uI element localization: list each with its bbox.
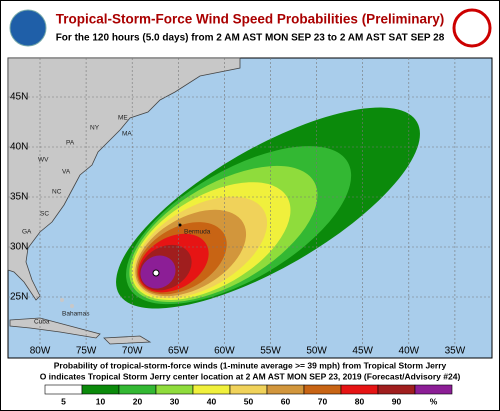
legend-label: % [430,396,438,406]
title: Tropical-Storm-Force Wind Speed Probabil… [56,12,444,27]
storm-center [152,269,160,277]
place-label: SC [40,211,49,218]
place-label: NY [90,125,100,132]
legend-swatch [340,384,379,395]
longitude-label: 40W [399,346,420,357]
subtitle: For the 120 hours (5.0 days) from 2 AM A… [56,33,445,44]
place-label: WV [38,157,49,164]
latitude-label: 30N [10,242,28,253]
place-label: Bahamas [62,311,90,318]
place-label: Bermuda [184,229,211,236]
longitude-label: 45W [352,346,373,357]
grid [8,58,492,346]
cuba [9,317,101,339]
longitude-label: 35W [445,346,466,357]
bahamas-island [60,298,64,302]
probability-swath [116,107,420,309]
map: 45N 40N 35N 30N 25N 80W 75W 70W 65W 60W 55W 50W 45W 4… [7,57,493,359]
legend-label: 60 [281,396,291,406]
legend-label: 80 [355,396,365,406]
legend-swatch [229,384,268,395]
legend: 5 10 20 30 40 50 60 70 80 90% [44,384,453,406]
legend-label: 20 [133,396,143,406]
longitude-label: 75W [76,346,97,357]
legend-swatch [192,384,231,395]
bermuda-point [178,223,182,227]
legend-swatch [118,384,157,395]
legend-label: 90 [392,396,402,406]
longitude-label: 70W [122,346,143,357]
legend-swatch [44,384,83,395]
longitude-label: 65W [168,346,189,357]
caption-line: Probability of tropical-storm-force wind… [54,360,447,370]
legend-label: 40 [207,396,217,406]
bahamas-island [70,304,74,308]
nws-logo [452,8,492,48]
hispaniola [103,335,152,345]
place-label: ME [118,115,128,122]
longitude-label: 50W [306,346,327,357]
legend-swatch [266,384,305,395]
caption-line: O indicates Tropical Storm Jerry center … [40,371,461,381]
latitude-label: 25N [10,292,28,303]
legend-label: 50 [244,396,254,406]
legend-label: 5 [61,396,66,406]
place-label: GA [22,229,32,236]
legend-swatch [81,384,120,395]
place-label: MA [122,131,132,138]
latitude-label: 40N [10,142,28,153]
legend-swatch [155,384,194,395]
legend-label: 70 [318,396,328,406]
noaa-logo [9,9,47,47]
place-label: Cuba [34,319,50,326]
longitude-label: 80W [30,346,51,357]
longitude-label: 55W [260,346,281,357]
place-label: PA [66,140,75,147]
place-label: NC [52,189,62,196]
legend-swatch [377,384,416,395]
latitude-label: 35N [10,192,28,203]
latitude-label: 45N [10,92,28,103]
legend-swatch [414,384,453,395]
place-label: VA [62,169,71,176]
legend-label: 30 [170,396,180,406]
legend-label: 10 [96,396,106,406]
legend-swatch [303,384,342,395]
land [7,57,241,301]
longitude-label: 60W [214,346,235,357]
